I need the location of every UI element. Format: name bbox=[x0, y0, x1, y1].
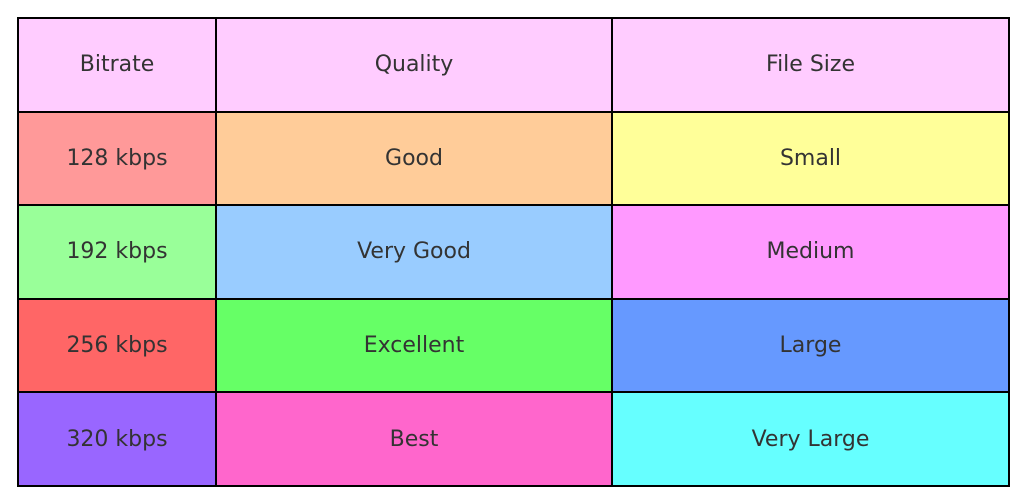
cell: 128 kbps bbox=[17, 110, 217, 207]
table-row: 256 kbps Excellent Large bbox=[17, 297, 1010, 394]
table-row: 192 kbps Very Good Medium bbox=[17, 204, 1010, 300]
cell: Large bbox=[611, 297, 1010, 394]
header-row: Bitrate Quality File Size bbox=[17, 17, 1010, 113]
header-cell: File Size bbox=[611, 17, 1010, 113]
cell: 256 kbps bbox=[17, 297, 217, 394]
cell: Excellent bbox=[215, 297, 613, 394]
bitrate-table: Bitrate Quality File Size 128 kbps Good … bbox=[17, 17, 1010, 487]
cell: Very Good bbox=[215, 204, 613, 300]
cell: 320 kbps bbox=[17, 391, 217, 487]
header-cell: Bitrate bbox=[17, 17, 217, 113]
cell: 192 kbps bbox=[17, 204, 217, 300]
cell: Best bbox=[215, 391, 613, 487]
table-row: 320 kbps Best Very Large bbox=[17, 391, 1010, 487]
cell: Good bbox=[215, 110, 613, 207]
cell: Medium bbox=[611, 204, 1010, 300]
cell: Small bbox=[611, 110, 1010, 207]
table-row: 128 kbps Good Small bbox=[17, 110, 1010, 207]
cell: Very Large bbox=[611, 391, 1010, 487]
header-cell: Quality bbox=[215, 17, 613, 113]
